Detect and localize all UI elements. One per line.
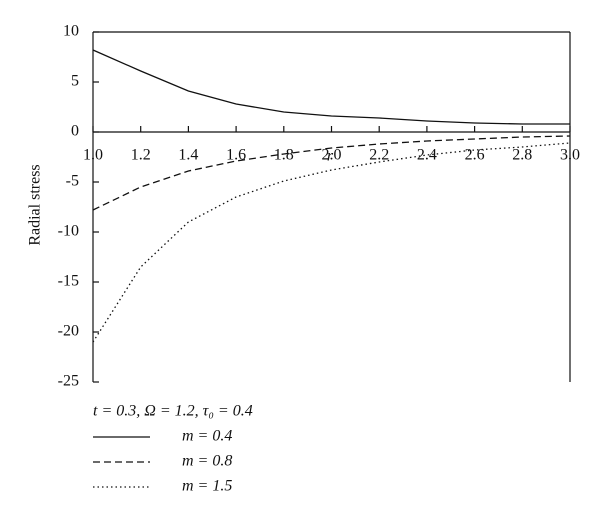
y-tick-label: 10 (63, 23, 79, 40)
legend-label: m = 1.5 (182, 478, 232, 495)
x-tick-label: 2.4 (417, 147, 437, 164)
x-tick-label: 1.6 (226, 147, 246, 164)
x-tick-label: 1.2 (131, 147, 151, 164)
y-tick-label: -25 (58, 373, 79, 390)
y-tick-label: -20 (58, 323, 79, 340)
x-tick-label: 1.0 (83, 147, 103, 164)
x-tick-label: 2.8 (512, 147, 532, 164)
x-tick-label: 3.0 (560, 147, 580, 164)
y-tick-label: -10 (58, 223, 79, 240)
y-tick-label: -5 (66, 173, 79, 190)
legend-label: m = 0.8 (182, 453, 232, 470)
y-tick-label: 0 (71, 123, 79, 140)
series-line (92, 49, 570, 125)
series-line (92, 142, 571, 343)
x-tick-label: 2.6 (465, 147, 485, 164)
x-axis-label: r (327, 148, 334, 165)
y-tick-label: -15 (58, 273, 79, 290)
y-axis-label: Radial stress (27, 164, 44, 245)
series-line (92, 135, 571, 211)
x-tick-label: 2.0 (322, 147, 342, 164)
legend-title: t = 0.3, Ω = 1.2, τ₀ = 0.4 (93, 403, 253, 420)
x-tick-label: 1.4 (178, 147, 198, 164)
x-tick-label: 1.8 (274, 147, 294, 164)
legend-label: m = 0.4 (182, 428, 232, 445)
y-tick-label: 5 (71, 73, 79, 90)
x-tick-label: 2.2 (369, 147, 389, 164)
